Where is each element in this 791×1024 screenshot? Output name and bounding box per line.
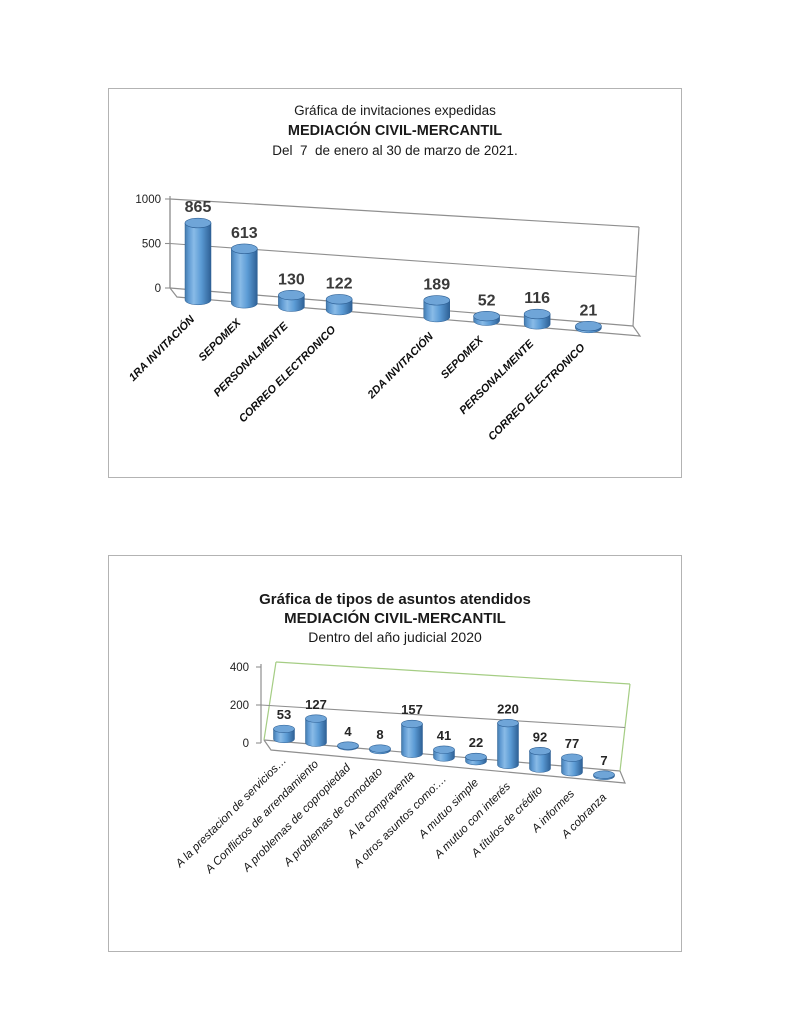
cylinder-body	[305, 718, 327, 747]
wall-left-edge	[263, 661, 277, 741]
chart-period: Del 7 de enero al 30 de marzo de 2021.	[272, 143, 518, 158]
invitations-chart-panel: Gráfica de invitaciones expedidas MEDIAC…	[108, 88, 682, 478]
bar-value-label: 4	[344, 724, 352, 739]
y-tick-label: 500	[142, 239, 161, 251]
cylinder-bar	[561, 753, 583, 777]
cylinder-top	[273, 724, 295, 734]
cylinder-top	[523, 308, 551, 320]
bar-value-label: 220	[497, 701, 519, 716]
cylinder-top	[593, 770, 615, 779]
invitations-chart-title-block: Gráfica de invitaciones expedidas MEDIAC…	[109, 101, 681, 161]
cylinder-top	[529, 747, 551, 756]
bar-value-label: 865	[185, 199, 212, 216]
category-label: CORREO ELECTRONICO	[486, 341, 588, 443]
category-label: SEPOMEX	[197, 316, 244, 363]
cylinder-bar	[433, 745, 455, 762]
cylinder-top	[433, 745, 455, 754]
bar-value-label: 92	[533, 729, 547, 744]
y-tick-label: 200	[230, 700, 249, 712]
cylinder-bar	[325, 294, 353, 316]
bar-value-label: 613	[231, 225, 258, 242]
cylinder-body	[184, 222, 212, 306]
cylinder-bar	[278, 290, 305, 312]
bar-value-label: 77	[565, 736, 579, 751]
y-tick-label: 1000	[135, 194, 161, 206]
y-tick-label: 400	[230, 662, 249, 674]
cylinder-body	[529, 750, 551, 773]
bar-value-label: 116	[524, 290, 550, 307]
cylinder-top	[369, 744, 391, 753]
cylinder-bar	[423, 295, 451, 323]
cylinder-body	[423, 300, 450, 323]
floor-outline	[169, 287, 642, 337]
case-types-chart-title-block: Gráfica de tipos de asuntos atendidos ME…	[109, 590, 681, 647]
bar-value-label: 189	[423, 277, 450, 294]
cylinder-top	[337, 741, 359, 750]
cylinder-bar	[337, 741, 359, 751]
chart-title: Gráfica de tipos de asuntos atendidos	[259, 591, 531, 608]
category-label: CORREO ELECTRONICO	[237, 323, 339, 425]
y-tick-label: 0	[243, 738, 249, 750]
chart-period: Dentro del año judicial 2020	[308, 629, 482, 645]
cylinder-top	[184, 217, 212, 229]
bar-value-label: 53	[277, 707, 291, 722]
bar-value-label: 41	[437, 728, 451, 743]
cylinder-bar	[575, 321, 602, 334]
bar-value-label: 157	[401, 702, 423, 717]
cylinder-top	[423, 295, 451, 306]
bar-value-label: 127	[305, 697, 327, 712]
bar-value-label: 52	[478, 292, 496, 309]
cylinder-top	[465, 752, 487, 762]
cylinder-bar	[473, 310, 500, 326]
gridline	[260, 704, 626, 729]
cylinder-body	[401, 723, 423, 758]
cylinder-bar	[593, 770, 615, 781]
cylinder-top	[561, 753, 583, 762]
cylinder-body	[497, 722, 519, 769]
wall-top-edge	[275, 661, 631, 685]
cylinder-top	[473, 310, 500, 322]
cylinder-top	[305, 714, 327, 723]
bar-value-label: 8	[376, 727, 383, 742]
bar-value-label: 22	[469, 735, 483, 750]
cylinder-body	[231, 248, 258, 309]
wall-top-edge	[169, 198, 640, 228]
category-label: 1RA INVITACIÓN	[126, 312, 198, 384]
floor-outline	[263, 739, 626, 784]
cylinder-top	[401, 719, 423, 729]
category-label: SEPOMEX	[439, 334, 486, 381]
cylinder-bar	[523, 308, 551, 330]
cylinder-bar	[305, 714, 327, 747]
chart-subtitle: MEDIACIÓN CIVIL-MERCANTIL	[287, 123, 503, 139]
category-label: A la compraventa	[345, 769, 417, 841]
cylinder-bar	[231, 243, 258, 309]
cylinder-body	[561, 757, 583, 777]
cylinder-bar	[369, 744, 391, 755]
cylinder-bar	[401, 719, 423, 758]
cylinder-top	[231, 243, 258, 254]
cylinder-bar	[184, 217, 212, 306]
case-types-chart-panel: Gráfica de tipos de asuntos atendidos ME…	[108, 555, 682, 952]
cylinder-bar	[273, 724, 295, 744]
cylinder-bar	[529, 747, 551, 773]
cylinder-top	[575, 321, 602, 332]
bar-value-label: 122	[326, 275, 353, 292]
cylinder-top	[497, 718, 519, 728]
category-label: 2DA INVITACIÓN	[364, 329, 436, 401]
cylinder-top	[325, 294, 353, 305]
y-tick-label: 0	[155, 283, 161, 295]
chart-subtitle: MEDIACIÓN CIVIL-MERCANTIL	[284, 610, 506, 627]
chart-title: Gráfica de invitaciones expedidas	[294, 103, 496, 118]
bar-value-label: 130	[278, 271, 305, 288]
bar-value-label: 21	[580, 302, 598, 319]
bar-value-label: 7	[600, 753, 607, 768]
cylinder-bar	[497, 718, 519, 769]
cylinder-bar	[465, 752, 487, 766]
cylinder-top	[278, 290, 305, 301]
